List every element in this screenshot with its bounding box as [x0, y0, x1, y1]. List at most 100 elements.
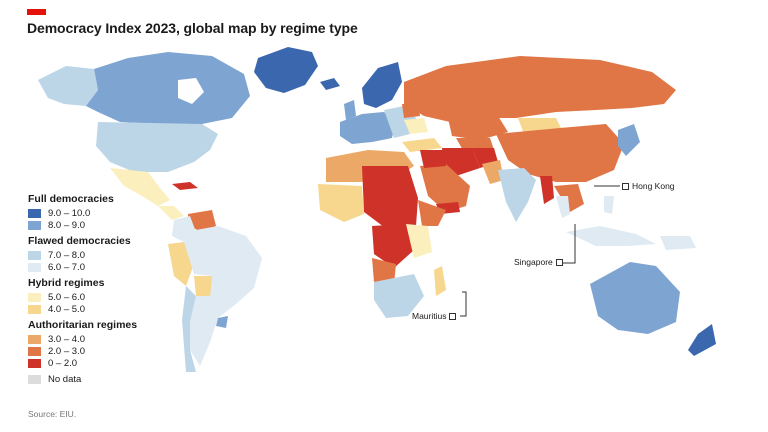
legend-item: 2.0 – 3.0 [28, 345, 188, 357]
region-arabia [420, 164, 470, 212]
region-iran [442, 148, 480, 176]
region-australia [590, 262, 680, 334]
region-greenland [254, 47, 318, 93]
region-alaska [38, 66, 98, 106]
region-cuba [172, 182, 198, 190]
region-bolivia [194, 276, 212, 296]
legend-range: 3.0 – 4.0 [48, 333, 85, 345]
region-hudson-bay [178, 78, 204, 104]
legend-item: 8.0 – 9.0 [28, 219, 188, 231]
region-madagascar [434, 266, 446, 296]
legend-range: 2.0 – 3.0 [48, 345, 85, 357]
legend-range: 5.0 – 6.0 [48, 291, 85, 303]
region-turkey [402, 138, 442, 152]
region-kazakhstan [448, 116, 508, 140]
legend: Full democracies 9.0 – 10.0 8.0 – 9.0 Fl… [28, 193, 188, 385]
legend-heading: Flawed democracies [28, 235, 131, 247]
region-thailand [556, 196, 570, 218]
legend-range: 9.0 – 10.0 [48, 207, 91, 219]
legend-heading: Authoritarian regimes [28, 319, 138, 331]
legend-range: 0 – 2.0 [48, 357, 78, 369]
region-india [498, 168, 536, 222]
brand-bar [27, 9, 46, 15]
legend-heading: Full democracies [28, 193, 114, 205]
legend-group-full: Full democracies 9.0 – 10.0 8.0 – 9.0 [28, 193, 188, 231]
region-brazil [184, 226, 262, 318]
region-new-zealand [688, 324, 716, 356]
region-southeast-asia [554, 184, 584, 212]
region-east-africa [406, 224, 432, 258]
region-western-europe [340, 112, 396, 144]
legend-swatch [28, 334, 41, 344]
marker-square-icon [622, 182, 629, 190]
legend-range: 7.0 – 8.0 [48, 249, 85, 261]
region-iceland [320, 78, 340, 90]
region-uruguay [216, 316, 228, 328]
legend-item: 6.0 – 7.0 [28, 261, 188, 273]
callout-mauritius: Mauritius [412, 311, 457, 321]
legend-group-flawed: Flawed democracies 7.0 – 8.0 6.0 – 7.0 [28, 235, 188, 273]
region-pakistan [482, 160, 504, 184]
region-argentina [190, 296, 218, 366]
region-russia [404, 56, 676, 122]
region-central-africa [372, 224, 414, 268]
legend-swatch [28, 292, 41, 302]
region-sahel [362, 166, 418, 230]
legend-group-authoritarian: Authoritarian regimes 3.0 – 4.0 2.0 – 3.… [28, 319, 188, 369]
legend-item-no-data: No data [28, 373, 188, 385]
legend-range: 8.0 – 9.0 [48, 219, 85, 231]
region-philippines [604, 196, 614, 214]
legend-item: 7.0 – 8.0 [28, 249, 188, 261]
marker-square-icon [449, 312, 457, 320]
region-ukraine [404, 118, 428, 134]
region-horn-of-africa [418, 200, 446, 226]
region-indonesia [566, 226, 656, 246]
region-canada [86, 52, 250, 124]
legend-item: 5.0 – 6.0 [28, 291, 188, 303]
region-chile [182, 286, 196, 372]
region-mexico [110, 168, 170, 206]
region-korea-japan [618, 124, 640, 156]
legend-swatch [28, 346, 41, 356]
legend-heading: Hybrid regimes [28, 277, 105, 289]
legend-group-hybrid: Hybrid regimes 5.0 – 6.0 4.0 – 5.0 [28, 277, 188, 315]
mauritius-leader [460, 291, 467, 317]
legend-swatch [28, 358, 41, 368]
source-note: Source: EIU. [28, 409, 77, 419]
callout-label: Mauritius [412, 311, 447, 321]
callout-hong-kong: Hong Kong [622, 181, 675, 191]
legend-item: 9.0 – 10.0 [28, 207, 188, 219]
marker-square-icon [555, 258, 563, 266]
region-scandinavia [362, 62, 402, 108]
region-usa [96, 122, 218, 172]
legend-swatch [28, 250, 41, 260]
region-iraq-syria [420, 150, 446, 168]
callout-label: Singapore [514, 257, 553, 267]
legend-range: 4.0 – 5.0 [48, 303, 85, 315]
legend-swatch [28, 262, 41, 272]
region-papua [660, 236, 696, 250]
region-uk [344, 100, 356, 120]
legend-swatch [28, 304, 41, 314]
region-west-africa [318, 184, 364, 222]
region-china [496, 124, 624, 182]
region-central-america [158, 206, 184, 220]
region-southern-africa [374, 274, 424, 318]
singapore-leader [563, 224, 576, 264]
region-colombia [172, 216, 196, 242]
legend-swatch [28, 208, 41, 218]
callout-label: Hong Kong [632, 181, 675, 191]
region-venezuela [188, 210, 216, 232]
legend-item: 3.0 – 4.0 [28, 333, 188, 345]
legend-swatch [28, 374, 41, 384]
map-title: Democracy Index 2023, global map by regi… [27, 20, 358, 36]
callout-singapore: Singapore [514, 257, 563, 267]
legend-item: 4.0 – 5.0 [28, 303, 188, 315]
legend-item: 0 – 2.0 [28, 357, 188, 369]
region-myanmar [540, 176, 554, 204]
legend-swatch [28, 220, 41, 230]
legend-range: 6.0 – 7.0 [48, 261, 85, 273]
region-angola [372, 258, 396, 284]
legend-range: No data [48, 373, 82, 385]
